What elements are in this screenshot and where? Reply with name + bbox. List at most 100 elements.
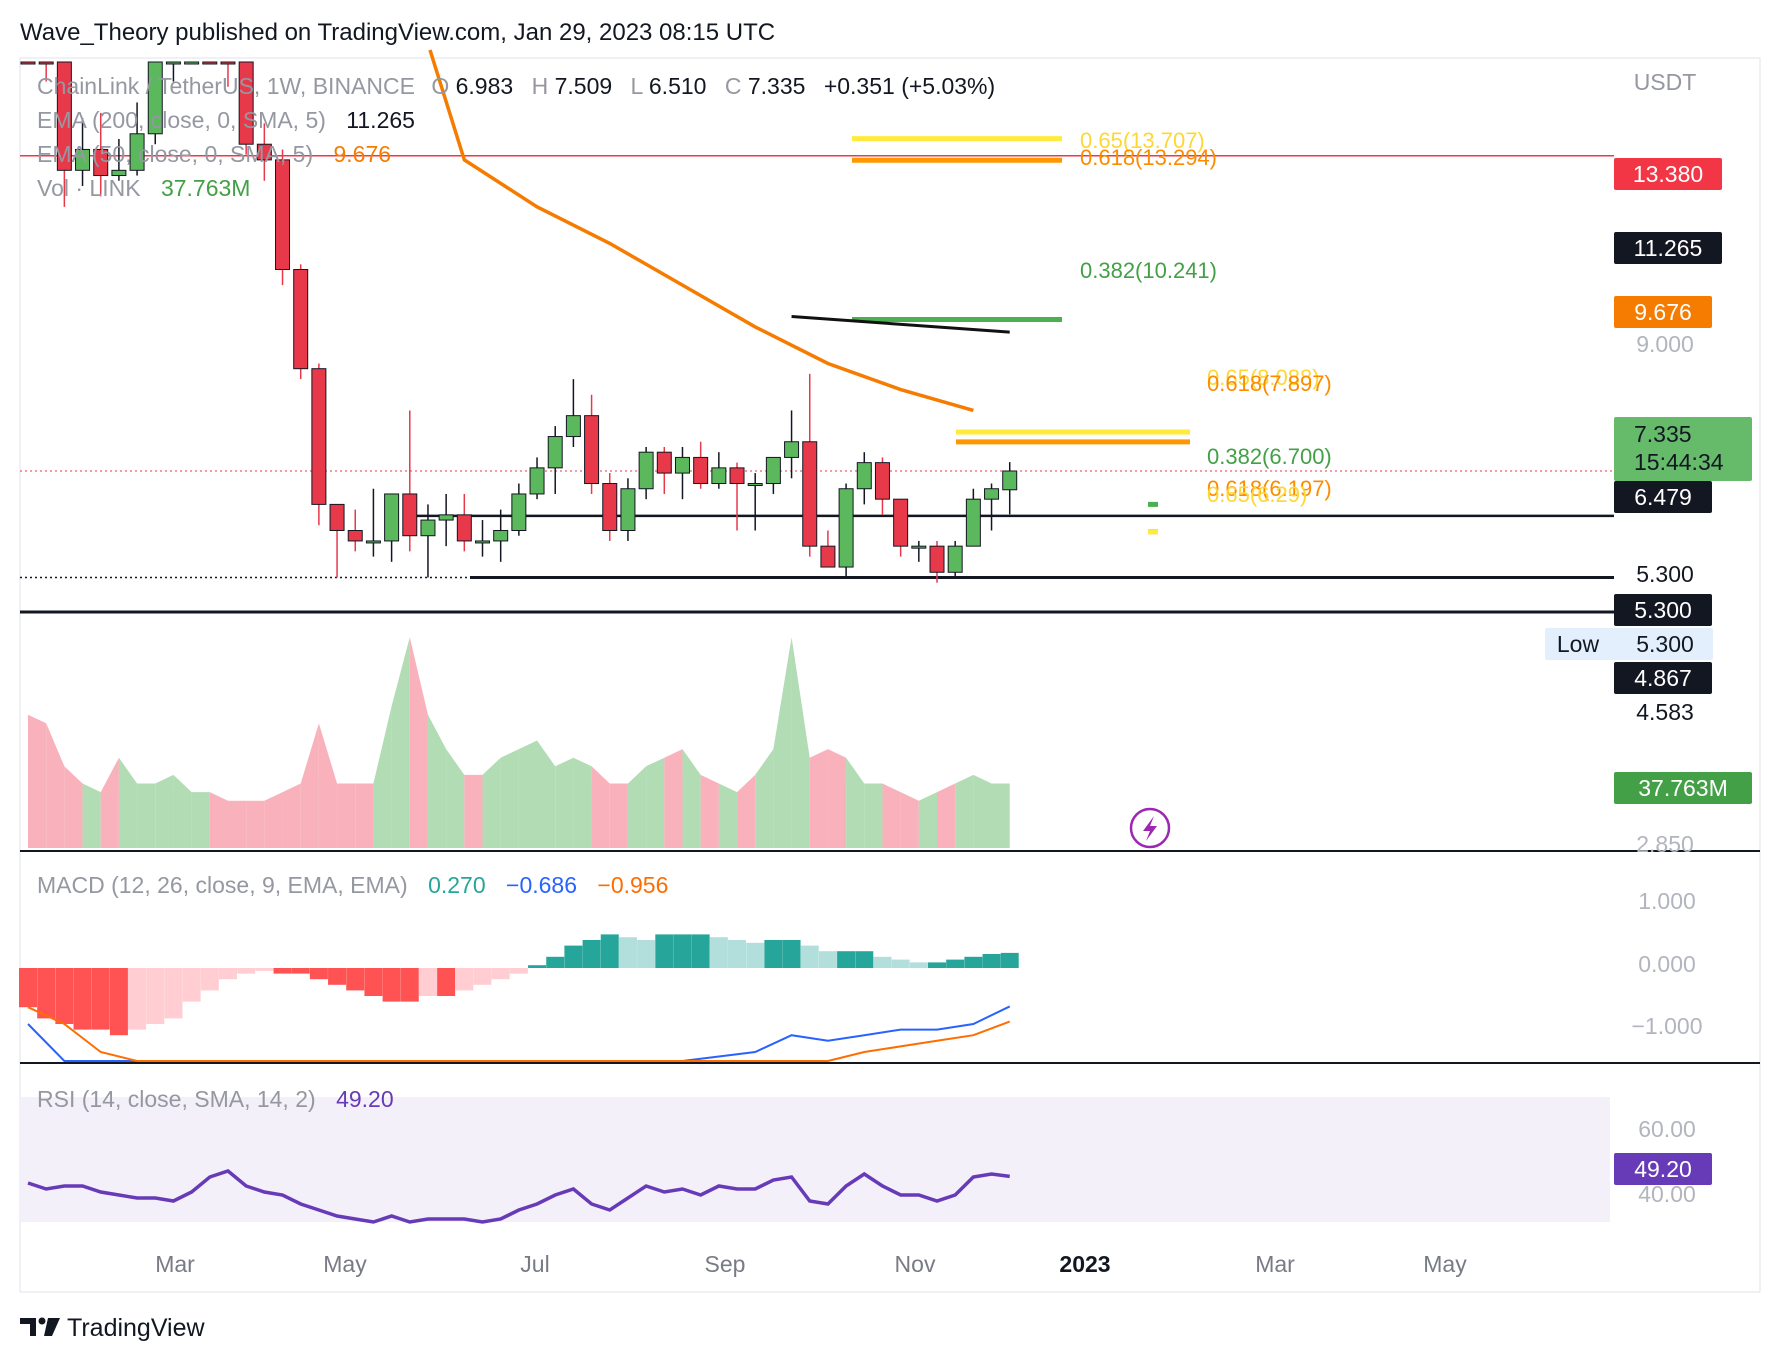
support-price-text: 6.479 <box>1634 484 1692 510</box>
macd-histogram-bar <box>309 968 328 980</box>
macd-histogram-bar <box>164 968 183 1019</box>
candle-body <box>311 368 327 505</box>
legend-low-label: L <box>631 73 644 99</box>
resistance-price-text: 13.380 <box>1633 161 1703 187</box>
resistance-price-label <box>1614 158 1722 190</box>
volume-segment <box>264 792 283 848</box>
candle-body <box>384 493 400 542</box>
volume-segment <box>173 774 192 848</box>
macd-histogram-bar <box>909 962 928 968</box>
legend-ohlc-row: ChainLink / TetherUS, 1W, BINANCE O 6.98… <box>37 73 995 99</box>
macd-histogram-bar <box>491 968 510 980</box>
legend-vol-value: 37.763M <box>161 175 251 201</box>
macd-histogram-bar <box>928 962 946 968</box>
candle-body <box>911 545 927 549</box>
volume-segment <box>409 637 428 848</box>
volume-segment <box>82 783 101 848</box>
chart-frame <box>19 57 1761 1293</box>
legend-ema200-row: EMA (200, close, 0, SMA, 5) 11.265 <box>37 107 415 133</box>
low-line-price-box-text: 5.300 <box>1634 597 1692 623</box>
candle-body <box>674 456 690 474</box>
legend-high-label: H <box>532 73 549 99</box>
time-label-nov: Nov <box>895 1251 936 1277</box>
macd-signal-value: −0.956 <box>597 872 668 898</box>
macd-histogram-bar <box>982 954 1001 968</box>
volume-segment <box>846 757 865 848</box>
candle-body <box>438 514 454 521</box>
volume-high-label <box>1614 662 1712 694</box>
volume-segment <box>500 749 519 848</box>
candle-body <box>620 488 636 531</box>
macd-line-value: −0.686 <box>506 872 577 898</box>
fib-lower-0382-label: 0.382(6.700) <box>1207 444 1332 469</box>
volume-segment <box>900 792 919 848</box>
macd-histogram-bar <box>600 934 619 968</box>
candle-body <box>256 143 272 161</box>
volume-mid-text: 4.583 <box>1636 699 1694 725</box>
rsi-title: RSI (14, close, SMA, 14, 2) <box>37 1086 316 1112</box>
legend-open: 6.983 <box>456 73 514 99</box>
volume-segment <box>373 706 392 848</box>
rsi-value-text: 49.20 <box>1634 1156 1692 1182</box>
rsi-axis-40: 40.00 <box>1638 1181 1696 1207</box>
volume-segment <box>555 757 574 848</box>
fib-upper-0382-label: 0.382(10.241) <box>1080 258 1217 283</box>
low-tag-label: Low <box>1557 631 1600 657</box>
macd-histogram-bar <box>91 968 110 1030</box>
candle-body <box>893 498 909 547</box>
macd-legend: MACD (12, 26, close, 9, EMA, EMA) 0.270 … <box>37 872 668 898</box>
macd-title: MACD (12, 26, close, 9, EMA, EMA) <box>37 872 408 898</box>
candle-body <box>238 61 254 145</box>
volume-segment <box>191 792 210 848</box>
candle-body <box>111 169 127 177</box>
fib-lower-0618-label: 0.618(7.897) <box>1207 371 1332 396</box>
macd-histogram-bar <box>328 968 347 985</box>
macd-histogram-bar <box>455 968 474 991</box>
macd-histogram-bar <box>400 968 419 1002</box>
volume-segment <box>773 637 792 848</box>
macd-histogram-bar <box>818 951 837 968</box>
legend-symbol: ChainLink / TetherUS, 1W, BINANCE <box>37 73 415 99</box>
legend-close-label: C <box>725 73 742 99</box>
lightning-icon[interactable] <box>1129 807 1171 849</box>
macd-histogram-bar <box>55 968 74 1024</box>
fib-upper-0618-label: 0.618(13.294) <box>1080 145 1217 170</box>
macd-histogram-bar <box>691 934 710 968</box>
low-tag <box>1545 628 1713 660</box>
price-tick-9000: 9.000 <box>1636 331 1694 357</box>
legend-ema50-row: EMA (50, close, 0, SMA, 5) 9.676 <box>37 141 391 167</box>
ema50-price-text: 9.676 <box>1634 299 1692 325</box>
candle-body <box>802 441 818 547</box>
macd-histogram-bar <box>873 956 892 968</box>
volume-segment <box>446 749 465 848</box>
macd-histogram-bar <box>946 959 965 968</box>
macd-histogram-bar <box>546 956 565 968</box>
macd-histogram-bar <box>509 968 528 974</box>
macd-histogram-bar <box>19 968 37 1008</box>
macd-histogram-bar <box>218 968 237 980</box>
rsi-line <box>27 1169 1010 1224</box>
fib-lower-0618b-label: 0.618(6.197) <box>1207 476 1332 501</box>
candle-body <box>293 269 309 370</box>
macd-axis-tick-1: 1.000 <box>1638 888 1696 914</box>
rsi-legend-value: 49.20 <box>336 1086 394 1112</box>
macd-histogram-bar <box>37 968 56 1019</box>
candle-body <box>747 483 763 487</box>
legend: ChainLink / TetherUS, 1W, BINANCE O 6.98… <box>37 73 995 201</box>
candle-body <box>547 436 563 469</box>
macd-histogram-bar <box>837 951 856 968</box>
volume-segment <box>882 783 901 848</box>
legend-low: 6.510 <box>649 73 707 99</box>
volume-segment <box>118 757 138 848</box>
volume-segment <box>209 792 228 848</box>
logo-mark-icon <box>20 1318 36 1336</box>
candle-body <box>20 61 36 65</box>
low-tag-value: 5.300 <box>1636 631 1694 657</box>
legend-change: +0.351 (+5.03%) <box>824 73 995 99</box>
macd-histogram-bar <box>364 968 383 996</box>
volume-segment <box>482 757 501 848</box>
volume-low-text: 2.850 <box>1636 831 1694 857</box>
candle-body <box>874 462 890 500</box>
fib-upper-065-label: 0.65(13.707) <box>1080 128 1205 153</box>
candle-body <box>220 61 236 65</box>
